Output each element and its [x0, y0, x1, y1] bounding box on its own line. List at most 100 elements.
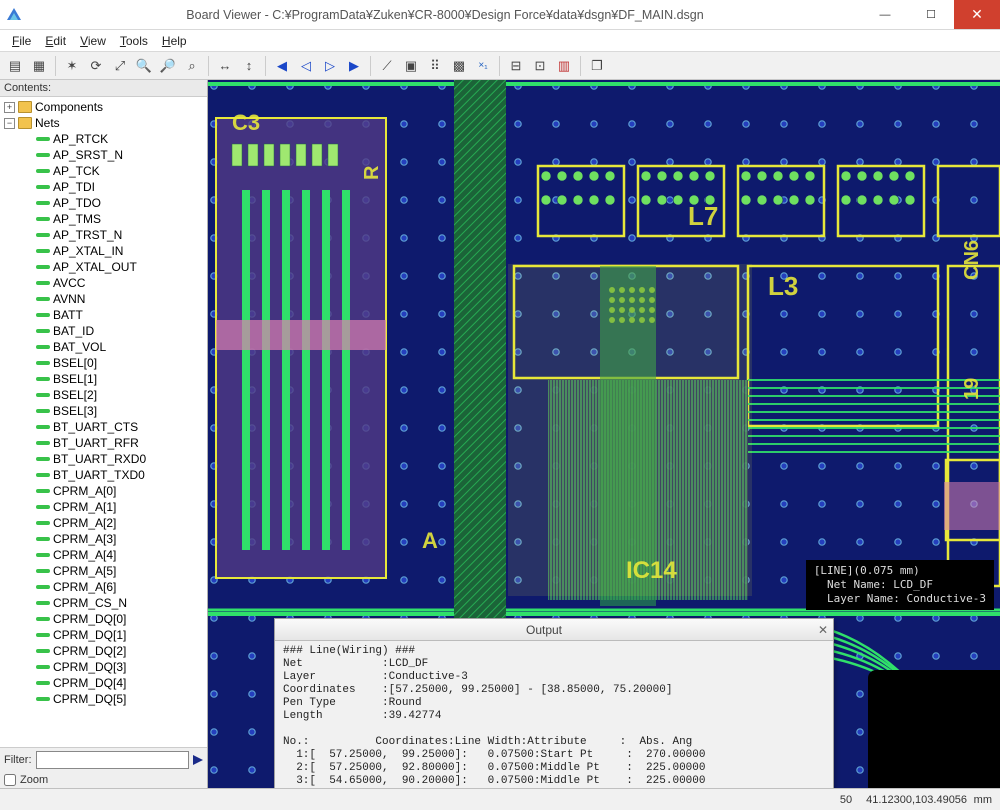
filter-input[interactable]	[36, 751, 190, 769]
silk-label: C3	[232, 110, 260, 135]
tree-net-item[interactable]: BATT	[2, 307, 207, 323]
tree-root[interactable]: + Components	[2, 99, 207, 115]
tree-net-item[interactable]: BT_UART_RFR	[2, 435, 207, 451]
tree-net-item[interactable]: AP_TDO	[2, 195, 207, 211]
tree-net-item[interactable]: CPRM_A[6]	[2, 579, 207, 595]
net-label: AVCC	[53, 275, 85, 291]
tool-flip-v-icon[interactable]: ↕	[238, 55, 260, 77]
minimize-button[interactable]: —	[862, 0, 908, 29]
contents-tree[interactable]: +Components−NetsAP_RTCKAP_SRST_NAP_TCKAP…	[0, 97, 207, 747]
net-icon	[36, 534, 50, 544]
net-icon	[36, 614, 50, 624]
tree-net-item[interactable]: CPRM_A[3]	[2, 531, 207, 547]
filter-go-icon[interactable]	[193, 755, 203, 765]
tool-flip-h-icon[interactable]: ↔	[214, 55, 236, 77]
net-label: CPRM_DQ[2]	[53, 643, 126, 659]
tool-zoom-area-icon[interactable]: ⌕	[181, 55, 203, 77]
expand-icon[interactable]: −	[4, 118, 15, 129]
silk-label: IC14	[626, 557, 677, 584]
tree-root-label: Components	[35, 99, 103, 115]
tree-net-item[interactable]: AP_TMS	[2, 211, 207, 227]
net-icon	[36, 694, 50, 704]
output-close-icon[interactable]: ✕	[813, 623, 833, 637]
tree-net-item[interactable]: CPRM_A[0]	[2, 483, 207, 499]
tree-root[interactable]: − Nets	[2, 115, 207, 131]
tool-zoom-in-icon[interactable]: 🔍	[133, 55, 155, 77]
tool-prev-icon[interactable]: ◁	[295, 55, 317, 77]
net-icon	[36, 646, 50, 656]
pcb-canvas[interactable]: C3RL7L3AIC14CN619 [LINE](0.075 mm) Net N…	[208, 80, 1000, 788]
net-icon	[36, 310, 50, 320]
tree-net-item[interactable]: CPRM_DQ[1]	[2, 627, 207, 643]
net-label: AP_TDI	[53, 179, 95, 195]
net-icon	[36, 470, 50, 480]
tool-last-icon[interactable]: ▶	[343, 55, 365, 77]
contents-header: Contents:	[0, 80, 207, 97]
zoom-label: Zoom	[20, 774, 48, 786]
menu-tools[interactable]: Tools	[114, 32, 154, 50]
net-icon	[36, 550, 50, 560]
tree-net-item[interactable]: AVNN	[2, 291, 207, 307]
expand-icon[interactable]: +	[4, 102, 15, 113]
tool-select-dots-icon[interactable]: ⠿	[424, 55, 446, 77]
tool-x1-icon[interactable]: ×₁	[472, 55, 494, 77]
tree-net-item[interactable]: BSEL[3]	[2, 403, 207, 419]
net-label: BSEL[3]	[53, 403, 97, 419]
tree-net-item[interactable]: AP_XTAL_IN	[2, 243, 207, 259]
tool-cursor-icon[interactable]: ✶	[61, 55, 83, 77]
tree-net-item[interactable]: AP_SRST_N	[2, 147, 207, 163]
tree-net-item[interactable]: AP_XTAL_OUT	[2, 259, 207, 275]
tree-net-item[interactable]: AP_TRST_N	[2, 227, 207, 243]
tree-net-item[interactable]: BSEL[2]	[2, 387, 207, 403]
tool-expand-icon[interactable]: ⤢	[109, 55, 131, 77]
tree-net-item[interactable]: CPRM_A[1]	[2, 499, 207, 515]
tree-net-item[interactable]: AP_RTCK	[2, 131, 207, 147]
tool-hatch-icon[interactable]: ▥	[553, 55, 575, 77]
tool-next-icon[interactable]: ▷	[319, 55, 341, 77]
net-icon	[36, 630, 50, 640]
tree-net-item[interactable]: BT_UART_TXD0	[2, 467, 207, 483]
menu-edit[interactable]: Edit	[39, 32, 72, 50]
status-unit: mm	[974, 794, 992, 806]
output-window[interactable]: Output ✕ ### Line(Wiring) ### Net :LCD_D…	[274, 618, 834, 788]
tool-first-icon[interactable]: ◀	[271, 55, 293, 77]
tree-net-item[interactable]: CPRM_A[5]	[2, 563, 207, 579]
tree-net-item[interactable]: BT_UART_RXD0	[2, 451, 207, 467]
tree-net-item[interactable]: AP_TDI	[2, 179, 207, 195]
tree-net-item[interactable]: AP_TCK	[2, 163, 207, 179]
menu-file[interactable]: File	[6, 32, 37, 50]
tree-net-item[interactable]: BT_UART_CTS	[2, 419, 207, 435]
tool-measure-icon[interactable]: ⟋	[376, 55, 398, 77]
tree-net-item[interactable]: BSEL[0]	[2, 355, 207, 371]
tool-select-rect-icon[interactable]: ▣	[400, 55, 422, 77]
tree-net-item[interactable]: CPRM_DQ[0]	[2, 611, 207, 627]
net-label: AP_TCK	[53, 163, 100, 179]
tree-net-item[interactable]: BAT_VOL	[2, 339, 207, 355]
tree-net-item[interactable]: CPRM_CS_N	[2, 595, 207, 611]
tool-dim2-icon[interactable]: ⊡	[529, 55, 551, 77]
tool-grid-icon[interactable]: ▦	[28, 55, 50, 77]
tool-refresh-icon[interactable]: ⟳	[85, 55, 107, 77]
tree-net-item[interactable]: BAT_ID	[2, 323, 207, 339]
title-bar: Board Viewer - C:¥ProgramData¥Zuken¥CR-8…	[0, 0, 1000, 30]
tree-net-item[interactable]: CPRM_DQ[4]	[2, 675, 207, 691]
tool-dim1-icon[interactable]: ⊟	[505, 55, 527, 77]
tree-root-label: Nets	[35, 115, 60, 131]
tool-layers-icon[interactable]: ▤	[4, 55, 26, 77]
tree-net-item[interactable]: BSEL[1]	[2, 371, 207, 387]
tree-net-item[interactable]: CPRM_A[2]	[2, 515, 207, 531]
net-icon	[36, 182, 50, 192]
tool-zoom-out-icon[interactable]: 🔎	[157, 55, 179, 77]
menu-help[interactable]: Help	[156, 32, 193, 50]
close-button[interactable]: ✕	[954, 0, 1000, 29]
zoom-checkbox[interactable]	[4, 774, 16, 786]
menu-view[interactable]: View	[74, 32, 112, 50]
tool-select-fill-icon[interactable]: ▩	[448, 55, 470, 77]
tree-net-item[interactable]: CPRM_DQ[5]	[2, 691, 207, 707]
tree-net-item[interactable]: CPRM_DQ[2]	[2, 643, 207, 659]
tool-window-icon[interactable]: ❐	[586, 55, 608, 77]
tree-net-item[interactable]: CPRM_DQ[3]	[2, 659, 207, 675]
maximize-button[interactable]: ☐	[908, 0, 954, 29]
tree-net-item[interactable]: AVCC	[2, 275, 207, 291]
tree-net-item[interactable]: CPRM_A[4]	[2, 547, 207, 563]
